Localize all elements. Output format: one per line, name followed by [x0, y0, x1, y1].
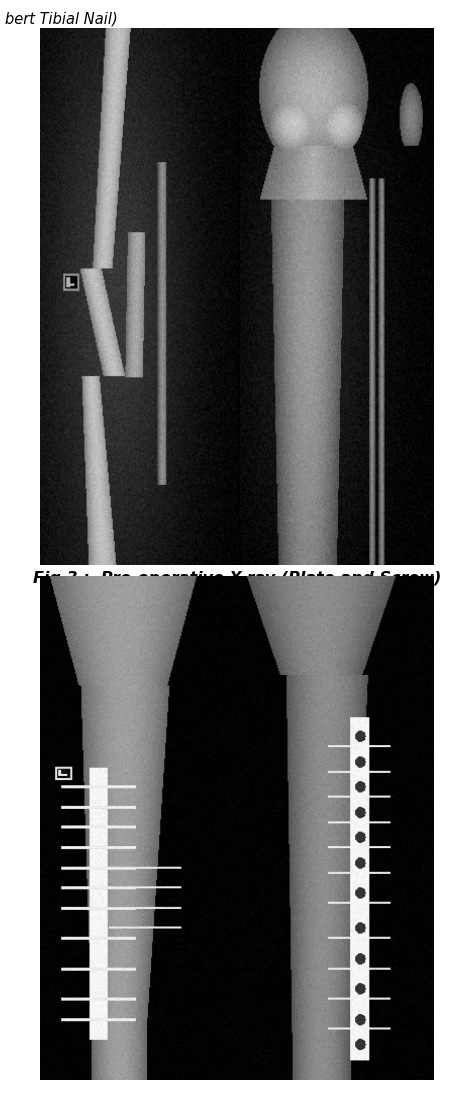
Text: Fig 3 :  Pre-operative X-ray (Plate and Screw): Fig 3 : Pre-operative X-ray (Plate and S… — [33, 571, 441, 586]
Text: bert Tibial Nail): bert Tibial Nail) — [5, 11, 118, 25]
